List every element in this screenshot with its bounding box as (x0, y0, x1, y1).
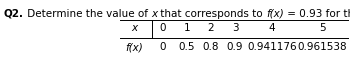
Text: = 0.93 for the following tabulated data.: = 0.93 for the following tabulated data. (284, 9, 350, 19)
Text: 0: 0 (160, 23, 166, 33)
Text: that corresponds to: that corresponds to (158, 9, 266, 19)
Text: x: x (131, 23, 137, 33)
Text: 0.961538: 0.961538 (297, 42, 347, 52)
Text: f(x): f(x) (125, 42, 143, 52)
Text: 0: 0 (160, 42, 166, 52)
Text: 0.8: 0.8 (203, 42, 219, 52)
Text: f(x): f(x) (266, 9, 284, 19)
Text: 0.5: 0.5 (179, 42, 195, 52)
Text: Q2.: Q2. (4, 9, 24, 19)
Text: 5: 5 (319, 23, 325, 33)
Text: x: x (151, 9, 158, 19)
Text: 1: 1 (184, 23, 190, 33)
Text: 0.9: 0.9 (227, 42, 243, 52)
Text: Determine the value of: Determine the value of (24, 9, 151, 19)
Text: 2: 2 (208, 23, 214, 33)
Text: 0.941176: 0.941176 (247, 42, 297, 52)
Text: 4: 4 (269, 23, 275, 33)
Text: 3: 3 (232, 23, 238, 33)
